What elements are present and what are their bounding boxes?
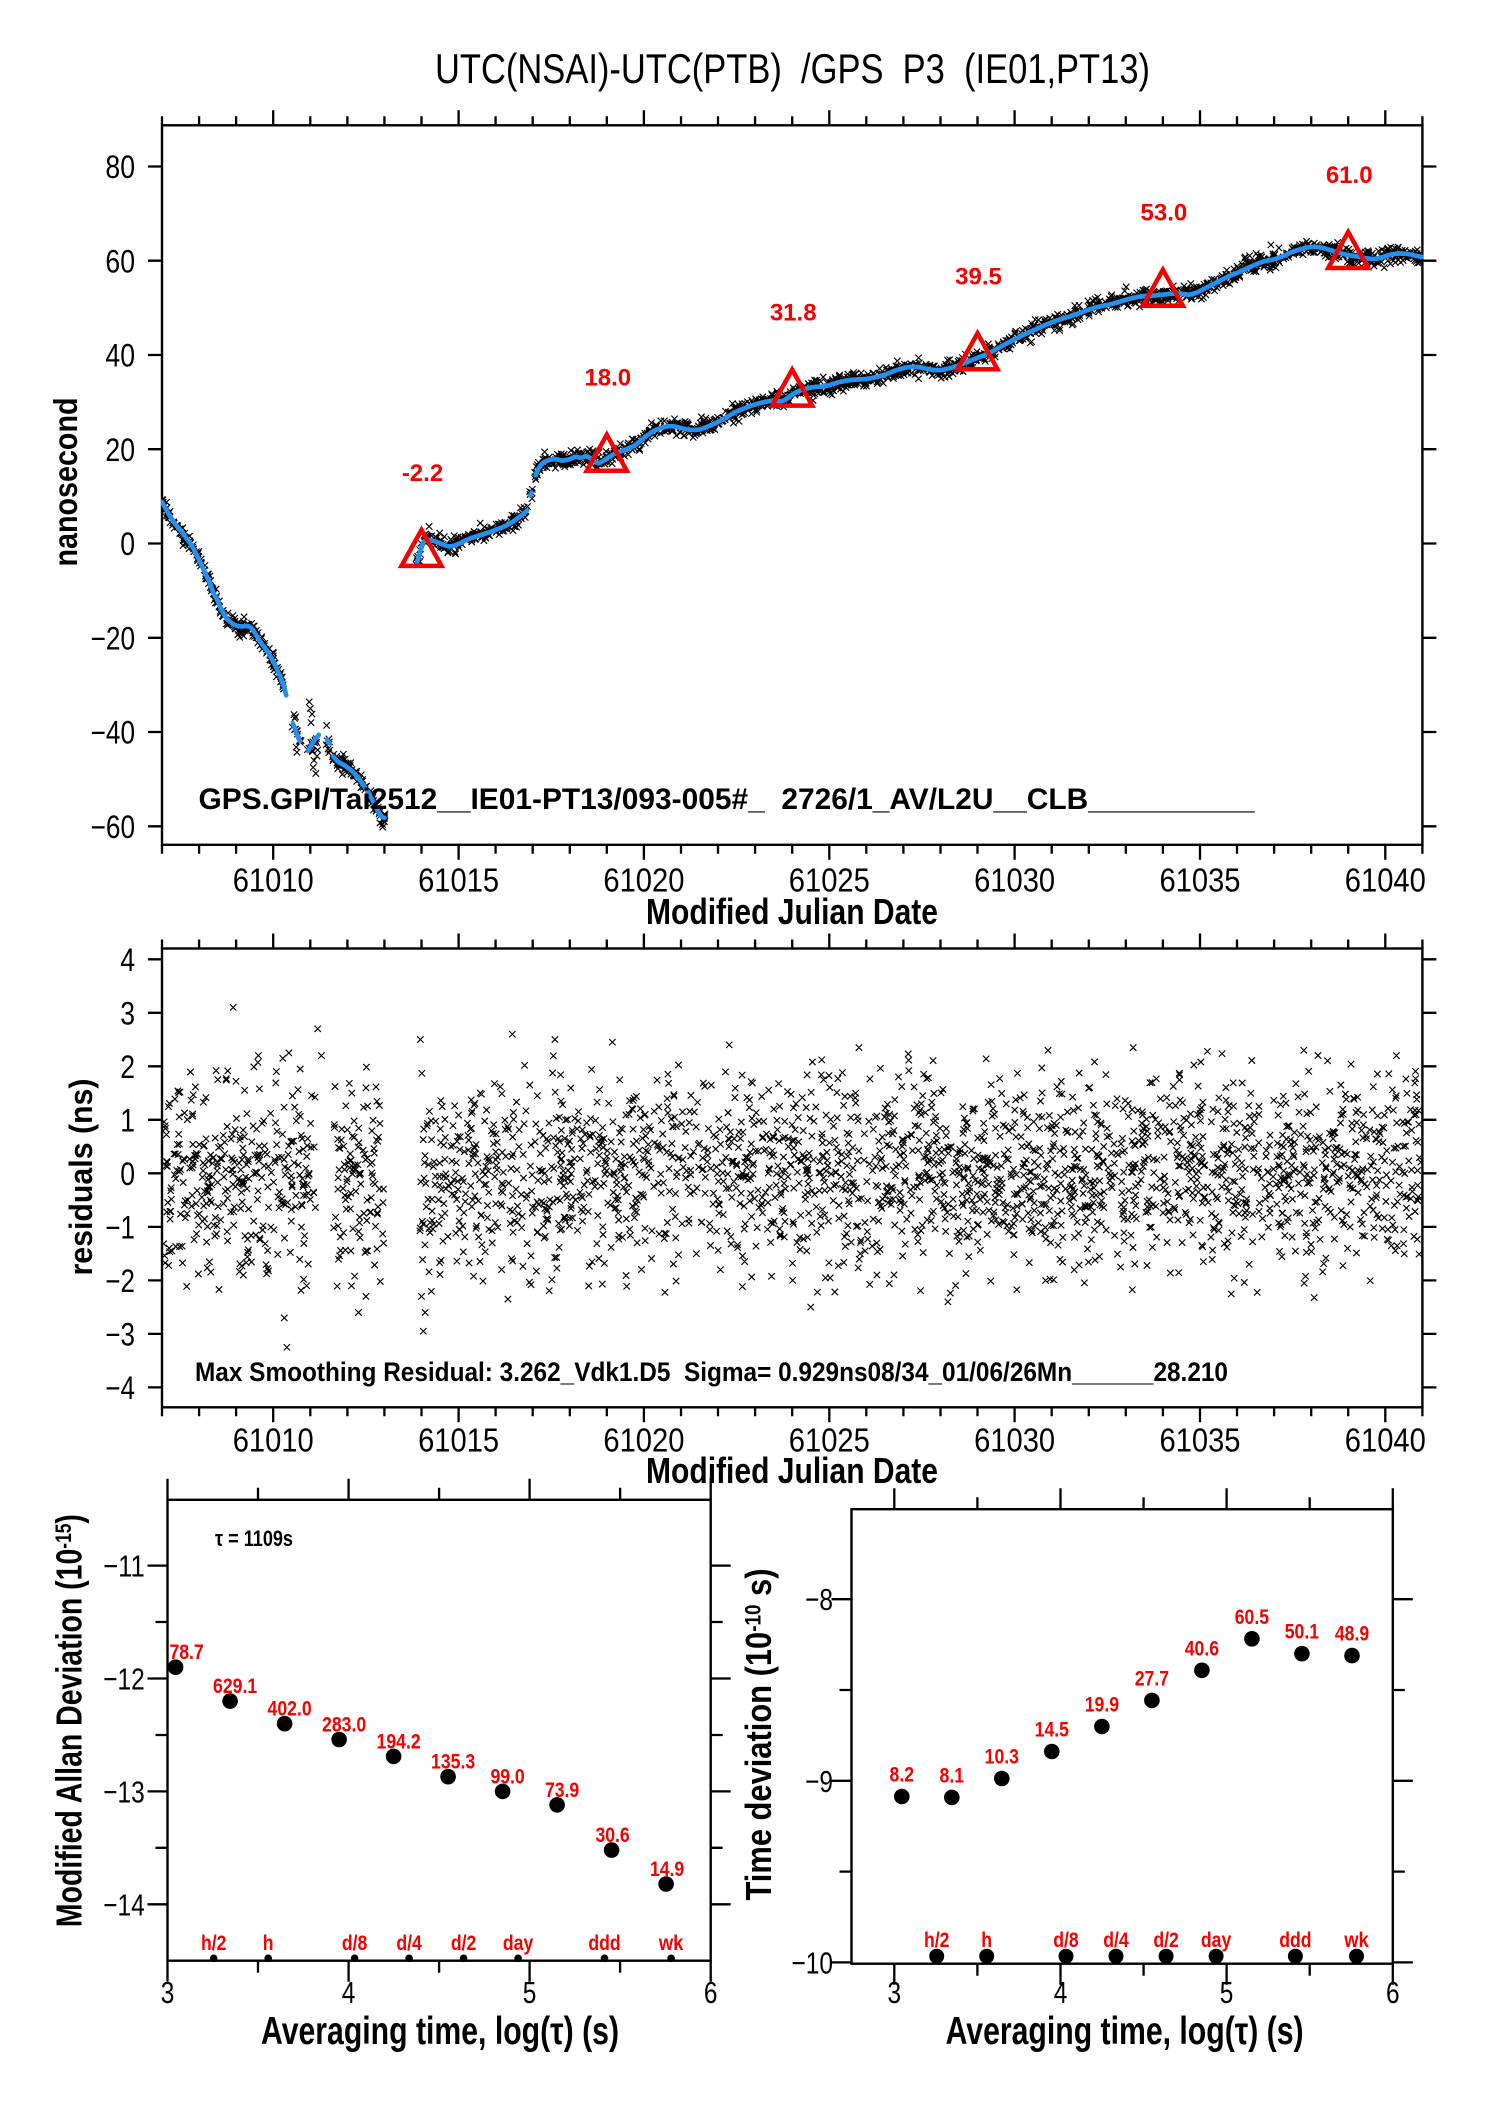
svg-text:61015: 61015	[418, 862, 499, 899]
svg-text:Averaging time, log(τ) (s): Averaging time, log(τ) (s)	[261, 2010, 619, 2053]
svg-text:14.5: 14.5	[1035, 1719, 1070, 1742]
svg-text:6: 6	[704, 1975, 718, 2010]
svg-text:−9: −9	[805, 1764, 833, 1799]
svg-text:h/2: h/2	[201, 1932, 227, 1955]
svg-text:−14: −14	[103, 1887, 145, 1922]
svg-text:14.9: 14.9	[650, 1858, 684, 1881]
svg-text:−13: −13	[103, 1774, 145, 1809]
svg-text:day: day	[503, 1932, 534, 1955]
svg-text:4: 4	[342, 1975, 356, 2010]
svg-text:−2: −2	[105, 1263, 135, 1299]
svg-text:−20: −20	[91, 620, 135, 656]
svg-text:283.0: 283.0	[322, 1714, 366, 1737]
svg-text:402.0: 402.0	[268, 1698, 312, 1721]
svg-text:-2.2: -2.2	[402, 460, 443, 487]
svg-text:3: 3	[161, 1975, 175, 2010]
svg-text:61020: 61020	[603, 862, 684, 899]
svg-text:73.9: 73.9	[545, 1779, 579, 1802]
svg-text:−1: −1	[105, 1210, 135, 1246]
svg-text:wk: wk	[658, 1932, 684, 1955]
svg-text:ddd: ddd	[588, 1932, 620, 1955]
svg-text:5: 5	[523, 1975, 537, 2010]
svg-text:6: 6	[1386, 1975, 1400, 2010]
svg-text:61020: 61020	[603, 1422, 684, 1459]
svg-text:d/4: d/4	[1103, 1929, 1129, 1952]
svg-text:61035: 61035	[1160, 1422, 1241, 1459]
svg-text:d/8: d/8	[342, 1932, 368, 1955]
svg-text:18.0: 18.0	[584, 365, 631, 392]
svg-text:0: 0	[120, 526, 135, 562]
svg-text:48.9: 48.9	[1335, 1623, 1369, 1646]
svg-text:135.3: 135.3	[431, 1751, 475, 1774]
svg-text:60.5: 60.5	[1235, 1606, 1270, 1629]
svg-text:61040: 61040	[1345, 1422, 1426, 1459]
svg-text:53.0: 53.0	[1141, 200, 1188, 227]
svg-text:−40: −40	[91, 715, 135, 751]
svg-text:h/2: h/2	[924, 1929, 950, 1952]
svg-text:day: day	[1201, 1929, 1232, 1952]
svg-text:31.8: 31.8	[770, 300, 817, 327]
svg-text:d/2: d/2	[451, 1932, 477, 1955]
svg-text:61.0: 61.0	[1326, 162, 1373, 189]
svg-text:d/4: d/4	[396, 1932, 422, 1955]
svg-text:4: 4	[120, 942, 135, 978]
svg-text:5: 5	[1220, 1975, 1234, 2010]
svg-text:40: 40	[105, 338, 135, 374]
svg-text:−12: −12	[103, 1662, 145, 1697]
svg-text:61030: 61030	[974, 862, 1055, 899]
svg-text:nanosecond: nanosecond	[47, 398, 84, 567]
svg-text:4: 4	[1054, 1975, 1068, 2010]
svg-text:629.1: 629.1	[213, 1675, 257, 1698]
svg-text:39.5: 39.5	[955, 263, 1002, 290]
svg-text:30.6: 30.6	[595, 1824, 629, 1847]
svg-text:19.9: 19.9	[1085, 1694, 1119, 1717]
svg-text:−10: −10	[792, 1945, 834, 1980]
svg-text:Modified Julian Date: Modified Julian Date	[646, 891, 938, 932]
svg-text:40.6: 40.6	[1185, 1637, 1219, 1660]
svg-text:80: 80	[105, 149, 135, 185]
svg-text:61010: 61010	[233, 1422, 314, 1459]
svg-text:194.2: 194.2	[377, 1730, 421, 1753]
svg-text:8.2: 8.2	[890, 1764, 915, 1787]
svg-text:61025: 61025	[789, 862, 870, 899]
svg-text:99.0: 99.0	[490, 1765, 524, 1788]
svg-text:−60: −60	[91, 809, 135, 845]
svg-text:61010: 61010	[233, 862, 314, 899]
svg-text:61035: 61035	[1160, 862, 1241, 899]
svg-text:GPS.GPI/Tai2512__IE01-PT13/093: GPS.GPI/Tai2512__IE01-PT13/093-005#_ 272…	[199, 783, 1255, 816]
svg-text:−8: −8	[805, 1582, 833, 1617]
svg-text:−11: −11	[103, 1549, 145, 1584]
svg-text:τ = 1109s: τ = 1109s	[215, 1526, 293, 1551]
svg-text:d/8: d/8	[1053, 1929, 1079, 1952]
svg-text:3: 3	[120, 995, 135, 1031]
svg-text:20: 20	[105, 432, 135, 468]
svg-text:−3: −3	[105, 1317, 135, 1353]
svg-text:h: h	[263, 1932, 274, 1955]
svg-text:h: h	[981, 1929, 992, 1952]
svg-text:Averaging time, log(τ) (s): Averaging time, log(τ) (s)	[946, 2010, 1304, 2053]
svg-text:1: 1	[120, 1102, 135, 1138]
svg-text:wk: wk	[1343, 1929, 1369, 1952]
svg-text:61030: 61030	[974, 1422, 1055, 1459]
svg-text:3: 3	[888, 1975, 902, 2010]
svg-text:27.7: 27.7	[1135, 1667, 1169, 1690]
svg-text:61015: 61015	[418, 1422, 499, 1459]
svg-text:residuals (ns): residuals (ns)	[63, 1079, 99, 1276]
svg-text:Modified Allan Deviation (10-1: Modified Allan Deviation (10-15)	[49, 1514, 90, 1927]
svg-text:ddd: ddd	[1279, 1929, 1311, 1952]
svg-text:0: 0	[120, 1156, 135, 1192]
svg-text:61025: 61025	[789, 1422, 870, 1459]
svg-text:d/2: d/2	[1153, 1929, 1179, 1952]
svg-text:UTC(NSAI)-UTC(PTB) /GPS P3: UTC(NSAI)-UTC(PTB) /GPS P3 (IE01,PT13)	[435, 45, 1150, 92]
svg-text:−4: −4	[105, 1370, 135, 1406]
svg-text:Modified Julian Date: Modified Julian Date	[646, 1450, 938, 1491]
svg-text:10.3: 10.3	[985, 1746, 1019, 1769]
svg-text:61040: 61040	[1345, 862, 1426, 899]
svg-text:Max Smoothing Residual: 3.262_: Max Smoothing Residual: 3.262_Vdk1.D5 Si…	[195, 1357, 1228, 1387]
svg-text:50.1: 50.1	[1285, 1621, 1320, 1644]
svg-text:2: 2	[120, 1049, 135, 1085]
svg-text:60: 60	[105, 243, 135, 279]
svg-text:8.1: 8.1	[940, 1764, 965, 1787]
svg-text:78.7: 78.7	[169, 1641, 203, 1664]
